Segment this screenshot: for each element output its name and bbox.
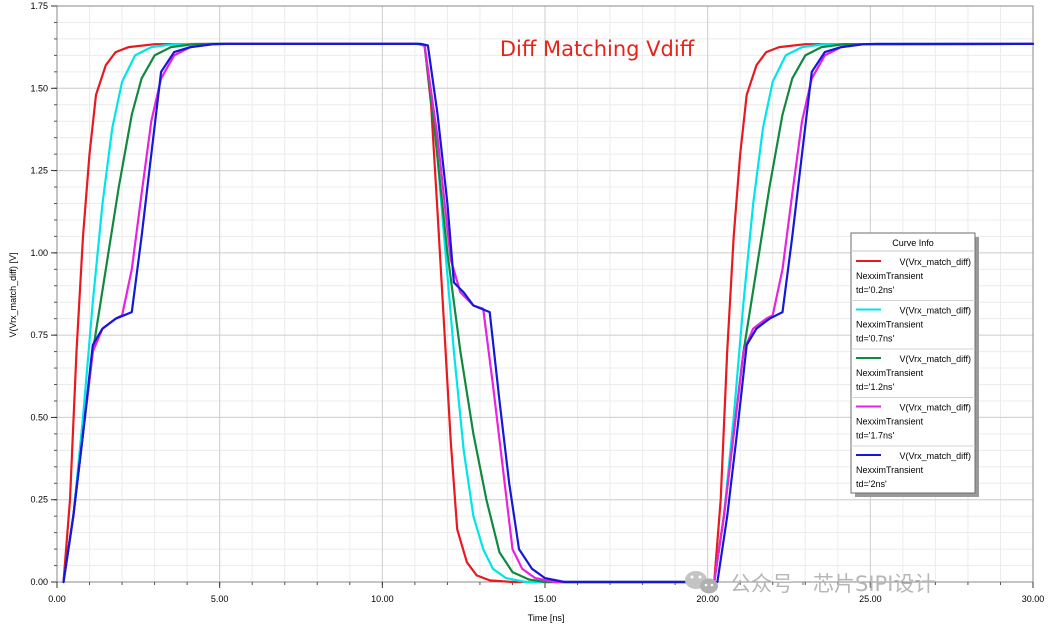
series-line-2 (62, 42, 1035, 584)
legend-series-name: V(Vrx_match_diff) (899, 403, 971, 413)
series-line-1 (62, 42, 1035, 584)
y-tick-label: 1.25 (30, 166, 48, 176)
axis-ticks (51, 5, 1034, 588)
x-axis-title: Time [ns] (528, 613, 565, 623)
legend-series-param: td='1.7ns' (856, 431, 894, 441)
watermark-text: 公众号 · 芯片SIPI设计 (730, 572, 935, 596)
y-tick-label: 1.75 (30, 1, 48, 11)
y-tick-label: 0.25 (30, 495, 48, 505)
y-tick-label: 0.00 (30, 577, 48, 587)
series-layer (62, 42, 1035, 584)
y-tick-labels: 0.00 0.25 0.50 0.75 1.00 1.25 1.50 1.75 (30, 1, 48, 587)
x-tick-label: 5.00 (211, 594, 229, 604)
x-tick-label: 0.00 (48, 594, 66, 604)
x-tick-label: 25.00 (859, 594, 882, 604)
legend-series-setup: NexximTransient (856, 368, 924, 378)
y-tick-label: 1.50 (30, 83, 48, 93)
x-tick-label: 30.00 (1022, 594, 1045, 604)
series-line-5 (62, 42, 1035, 584)
x-tick-label: 10.00 (371, 594, 394, 604)
watermark: 公众号 · 芯片SIPI设计 (685, 571, 935, 596)
legend-series-name: V(Vrx_match_diff) (899, 451, 971, 461)
legend-series-param: td='0.7ns' (856, 334, 894, 344)
legend-series-param: td='0.2ns' (856, 285, 894, 295)
chart-title: Diff Matching Vdiff (500, 37, 695, 61)
legend-series-setup: NexximTransient (856, 417, 924, 427)
y-tick-label: 1.00 (30, 248, 48, 258)
y-axis-title: V(Vrx_match_diff) [V] (8, 252, 18, 337)
legend-series-name: V(Vrx_match_diff) (899, 306, 971, 316)
series-line-3 (62, 42, 1035, 584)
legend-box (850, 232, 976, 494)
legend[interactable]: Curve Info V(Vrx_match_diff) NexximTransi… (850, 232, 979, 497)
legend-title: Curve Info (892, 238, 934, 248)
y-tick-label: 0.75 (30, 330, 48, 340)
x-tick-label: 15.00 (534, 594, 557, 604)
x-tick-label: 20.00 (696, 594, 719, 604)
legend-series-param: td='1.2ns' (856, 382, 894, 392)
x-tick-labels: 0.00 5.00 10.00 15.00 20.00 25.00 30.00 (48, 594, 1044, 604)
legend-series-setup: NexximTransient (856, 320, 924, 330)
legend-series-param: td='2ns' (856, 479, 887, 489)
legend-series-setup: NexximTransient (856, 465, 924, 475)
legend-entries: V(Vrx_match_diff) NexximTransient td='0.2n… (851, 257, 975, 489)
legend-series-name: V(Vrx_match_diff) (899, 354, 971, 364)
legend-series-name: V(Vrx_match_diff) (899, 257, 971, 267)
legend-series-setup: NexximTransient (856, 271, 924, 281)
wechat-icon (685, 571, 718, 594)
y-tick-label: 0.50 (30, 412, 48, 422)
